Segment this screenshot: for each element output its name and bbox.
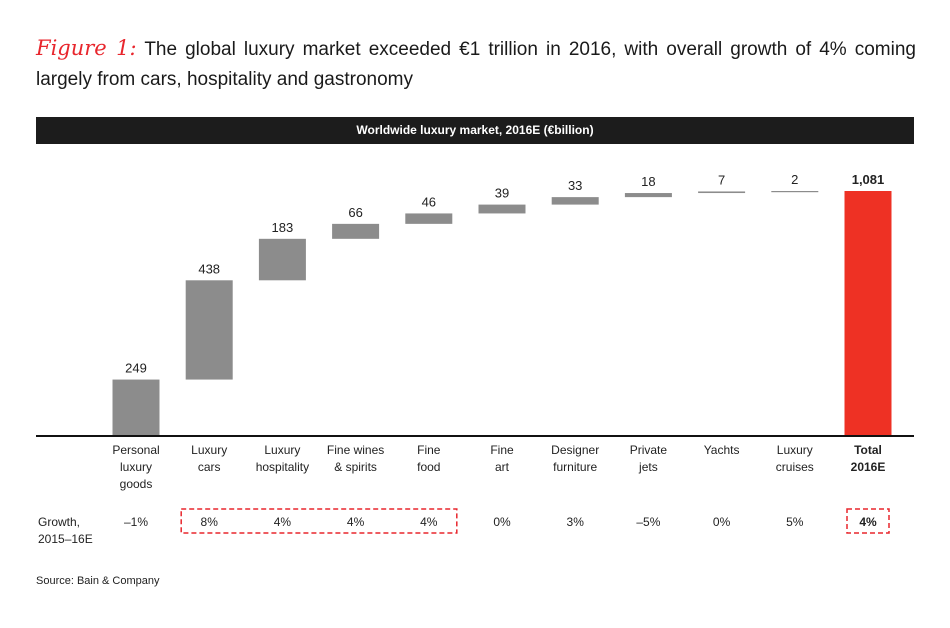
bar-luxury-cars	[185, 280, 233, 380]
growth-value-yachts: 0%	[713, 515, 731, 529]
category-label-line: Total	[854, 443, 882, 457]
value-label-total-2016e: 1,081	[852, 172, 885, 187]
bar-personal-luxury-goods	[112, 379, 160, 436]
category-label-luxury-cruises: Luxury cruises	[776, 443, 814, 474]
category-label-line: Fine	[490, 443, 514, 457]
value-label-fine-art: 39	[495, 186, 509, 201]
value-label-luxury-cruises: 2	[791, 172, 798, 187]
category-label-line: & spirits	[334, 460, 377, 474]
category-label-line: Private	[630, 443, 668, 457]
chart-subtitle-banner: Worldwide luxury market, 2016E (€billion…	[36, 117, 914, 144]
category-label-line: Personal	[112, 443, 159, 457]
growth-value-private-jets: –5%	[636, 515, 660, 529]
category-label-line: 2016E	[851, 460, 886, 474]
category-label-line: Luxury	[777, 443, 813, 457]
bar-yachts	[698, 191, 746, 194]
growth-row-label: Growth, 2015–16E	[38, 515, 93, 546]
bar-total-2016e	[844, 191, 892, 436]
growth-value-luxury-cruises: 5%	[786, 515, 804, 529]
category-label-line: food	[417, 460, 440, 474]
category-label-line: Fine wines	[327, 443, 384, 457]
growth-row-label-line: 2015–16E	[38, 532, 93, 546]
value-label-private-jets: 18	[641, 174, 655, 189]
category-label-line: Luxury	[264, 443, 300, 457]
bar-fine-art	[478, 204, 526, 214]
value-label-luxury-hospitality: 183	[272, 220, 294, 235]
category-label-designer-furniture: Designer furniture	[551, 443, 599, 474]
category-label-line: Luxury	[191, 443, 227, 457]
value-label-fine-wines-spirits: 66	[348, 205, 362, 220]
growth-row-label-line: Growth,	[38, 515, 80, 529]
bar-private-jets	[624, 193, 672, 198]
category-label-line: jets	[638, 460, 658, 474]
growth-value-personal-luxury-goods: –1%	[124, 515, 148, 529]
category-label-personal-luxury-goods: Personal luxury goods	[112, 443, 159, 491]
category-label-line: cars	[198, 460, 221, 474]
bar-luxury-cruises	[771, 191, 819, 193]
value-label-fine-food: 46	[422, 194, 436, 209]
growth-value-total-2016e: 4%	[859, 515, 877, 529]
bar-luxury-hospitality	[258, 238, 306, 281]
growth-value-fine-wines-spirits: 4%	[347, 515, 365, 529]
category-label-fine-food: Fine food	[417, 443, 441, 474]
category-label-line: Designer	[551, 443, 599, 457]
bar-fine-wines-spirits	[332, 223, 380, 239]
bar-designer-furniture	[551, 197, 599, 205]
category-label-line: luxury	[120, 460, 152, 474]
growth-highlight-box	[180, 508, 458, 534]
value-label-yachts: 7	[718, 172, 725, 187]
category-label-line: goods	[120, 477, 153, 491]
category-label-yachts: Yachts	[704, 443, 740, 457]
category-label-luxury-cars: Luxury cars	[191, 443, 227, 474]
category-label-fine-art: Fine art	[490, 443, 514, 474]
category-label-total-2016e: Total 2016E	[851, 443, 886, 474]
value-label-designer-furniture: 33	[568, 178, 582, 193]
growth-value-designer-furniture: 3%	[567, 515, 585, 529]
title-text: The global luxury market exceeded €1 tri…	[36, 39, 916, 90]
category-label-line: furniture	[553, 460, 597, 474]
bar-fine-food	[405, 213, 453, 224]
chart-title: Figure 1: The global luxury market excee…	[36, 33, 916, 95]
category-label-line: art	[495, 460, 510, 474]
category-label-line: Fine	[417, 443, 441, 457]
total-growth-highlight-box	[846, 508, 890, 534]
source-note: Source: Bain & Company	[36, 575, 160, 587]
growth-value-fine-food: 4%	[420, 515, 438, 529]
category-label-luxury-hospitality: Luxury hospitality	[256, 443, 309, 474]
category-label-line: hospitality	[256, 460, 309, 474]
value-label-personal-luxury-goods: 249	[125, 361, 147, 376]
category-label-private-jets: Private jets	[630, 443, 668, 474]
value-label-luxury-cars: 438	[198, 261, 220, 276]
category-label-line: Yachts	[704, 443, 740, 457]
growth-value-luxury-hospitality: 4%	[274, 515, 292, 529]
figure-label: Figure 1:	[36, 36, 137, 60]
growth-value-fine-art: 0%	[493, 515, 511, 529]
category-label-line: cruises	[776, 460, 814, 474]
category-label-fine-wines-spirits: Fine wines & spirits	[327, 443, 384, 474]
growth-value-luxury-cars: 8%	[201, 515, 219, 529]
